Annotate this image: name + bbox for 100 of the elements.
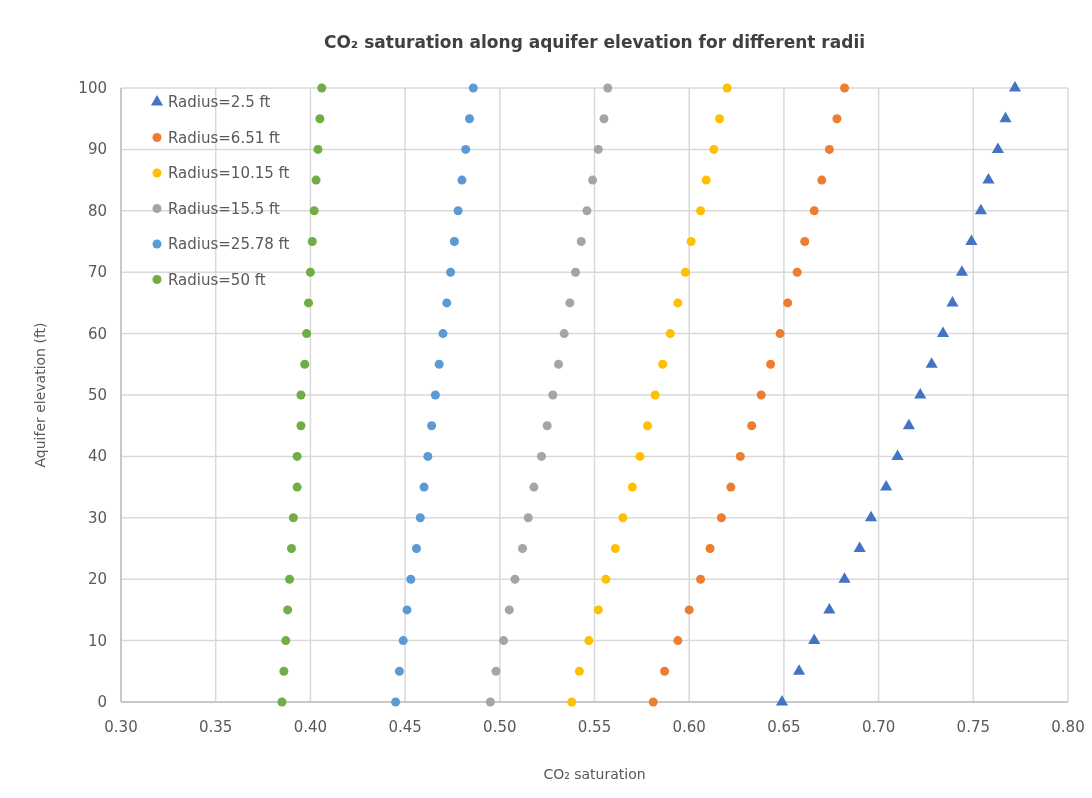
point: [747, 421, 757, 431]
x-axis-title: CO₂ saturation: [543, 766, 646, 782]
point: [542, 421, 552, 431]
y-tick-label: 70: [87, 263, 107, 282]
point: [415, 513, 425, 523]
point: [281, 636, 291, 646]
point: [567, 697, 577, 707]
point: [296, 390, 306, 400]
point: [610, 544, 620, 553]
point: [576, 237, 586, 246]
point: [684, 605, 694, 615]
point: [536, 451, 546, 461]
point: [902, 418, 915, 430]
point: [817, 175, 827, 185]
x-tick-label: 0.70: [861, 718, 896, 736]
point: [783, 298, 793, 308]
y-tick-label: 60: [87, 324, 107, 343]
y-tick-label: 20: [87, 570, 107, 589]
y-tick-label: 10: [87, 631, 107, 650]
point: [809, 206, 819, 216]
point: [446, 267, 456, 277]
point: [434, 359, 444, 369]
x-tick-label: 0.75: [956, 718, 990, 736]
point: [394, 666, 404, 676]
point: [735, 451, 745, 461]
point: [300, 359, 310, 369]
point: [406, 574, 416, 584]
point: [701, 175, 711, 185]
point: [991, 142, 1004, 153]
point: [398, 636, 408, 646]
point: [305, 267, 315, 277]
point: [593, 605, 603, 615]
point: [285, 574, 295, 584]
point: [627, 482, 637, 492]
point: [705, 544, 715, 553]
point: [588, 175, 598, 185]
point: [965, 234, 978, 246]
point: [673, 636, 683, 646]
point: [880, 480, 893, 491]
point: [680, 267, 690, 277]
point: [419, 482, 429, 492]
point: [601, 574, 611, 584]
point: [582, 206, 592, 216]
point: [529, 482, 539, 492]
x-tick-label: 0.45: [388, 718, 422, 736]
point: [427, 421, 437, 431]
point: [864, 510, 878, 522]
point: [792, 267, 802, 277]
point: [593, 144, 603, 154]
point: [686, 237, 696, 246]
point: [468, 83, 478, 93]
point: [618, 513, 628, 523]
point: [279, 666, 289, 676]
point: [974, 203, 987, 215]
point: [603, 83, 613, 93]
y-axis-title: Aquifer elevation (ft): [32, 322, 48, 468]
point: [955, 265, 969, 276]
legend-label: Radius=6.51 ft: [168, 128, 281, 147]
point: [766, 359, 776, 369]
point: [523, 513, 533, 523]
point: [430, 390, 440, 400]
y-tick-label: 80: [87, 201, 107, 220]
point: [696, 206, 706, 216]
point: [311, 175, 321, 185]
point: [402, 605, 412, 615]
point: [726, 482, 736, 492]
point: [304, 298, 314, 308]
point: [485, 697, 495, 707]
point: [315, 114, 325, 124]
point: [499, 636, 509, 646]
point: [309, 206, 319, 216]
x-tick-label: 0.50: [483, 718, 517, 736]
point: [635, 451, 645, 461]
point: [391, 697, 401, 707]
y-tick-label: 90: [87, 140, 107, 159]
point: [982, 173, 995, 184]
point: [565, 298, 575, 308]
point: [288, 513, 298, 523]
legend-label: Radius=50 ft: [168, 270, 266, 289]
point: [491, 666, 501, 676]
point: [716, 513, 726, 523]
point: [665, 329, 675, 339]
point: [658, 359, 668, 369]
point: [423, 451, 433, 461]
y-tick-label: 40: [87, 447, 107, 466]
point: [999, 111, 1012, 123]
point: [673, 298, 683, 308]
point: [548, 390, 558, 400]
point: [559, 329, 569, 339]
x-tick-label: 0.30: [104, 718, 138, 736]
point: [775, 694, 789, 706]
point: [643, 421, 653, 431]
legend-label: Radius=2.5 ft: [168, 93, 271, 111]
point: [1008, 80, 1022, 92]
point: [946, 295, 959, 307]
point: [823, 602, 836, 614]
point: [650, 390, 660, 400]
y-tick-label: 0: [97, 693, 107, 711]
y-tick-label: 30: [87, 508, 107, 527]
point: [832, 114, 842, 124]
